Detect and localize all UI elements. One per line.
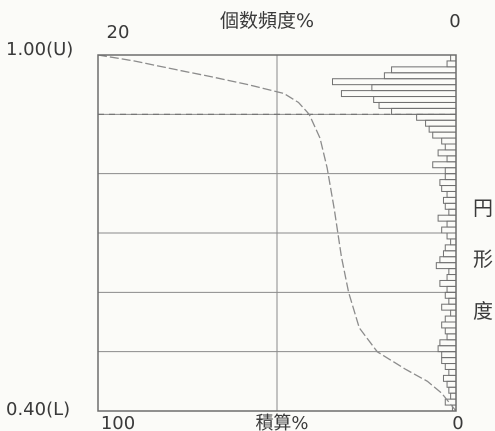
histogram-bar (446, 274, 457, 281)
histogram-bar (439, 279, 457, 287)
histogram-bar (448, 386, 457, 394)
bottom-axis-title: 積算% (255, 413, 308, 431)
bottom-axis-right-tick: 0 (452, 413, 463, 431)
histogram-bar (437, 345, 457, 353)
histogram-bar (448, 368, 457, 376)
top-axis-right-tick: 0 (449, 11, 460, 32)
histogram-bar (444, 202, 457, 210)
histogram-bar (444, 315, 457, 323)
histogram-bar (373, 96, 457, 103)
histogram-bar (442, 250, 457, 258)
y-axis-label-char-2: 形 (473, 247, 493, 271)
histogram-bar (450, 238, 457, 246)
histogram-bar (441, 185, 457, 192)
histogram-bar (444, 327, 457, 335)
histogram-bar (448, 208, 457, 216)
histogram-bar (428, 125, 457, 133)
histogram-bar (441, 351, 457, 359)
histogram-bar (441, 321, 457, 329)
histogram-bar (425, 119, 457, 127)
histogram-bar (441, 137, 457, 145)
histogram-bar (435, 262, 457, 270)
histogram-bar (383, 72, 457, 80)
histogram-bar (450, 309, 457, 317)
histogram-bar (331, 78, 457, 86)
histogram-bar (391, 107, 457, 115)
top-axis-left-tick: 20 (107, 22, 130, 43)
histogram-bar (416, 113, 457, 121)
histogram-bar (441, 303, 457, 311)
y-axis-label-char-1: 円 (473, 196, 493, 220)
histogram-bar (442, 196, 457, 204)
histogram-bar (446, 285, 457, 293)
histogram-bar (437, 149, 457, 157)
histogram-bar (446, 190, 457, 198)
histogram-bar (450, 54, 457, 62)
top-axis-title: 個数頻度% (220, 10, 314, 32)
histogram-bar (432, 161, 457, 169)
y-axis-bottom-label: 0.40(L) (6, 399, 70, 420)
histogram-bar (439, 179, 457, 187)
y-axis-top-label: 1.00(U) (6, 39, 73, 60)
histogram-bar (391, 66, 457, 74)
histogram-bar (450, 392, 457, 400)
histogram-bar (444, 143, 457, 151)
histogram-bar (444, 363, 457, 370)
plot-frame (97, 54, 457, 412)
histogram-bar (448, 268, 457, 276)
histogram-bar (446, 60, 457, 68)
histogram-bar (439, 256, 457, 264)
histogram-bar (444, 173, 457, 181)
histogram-bar (437, 214, 457, 222)
histogram-bar (448, 297, 457, 305)
cumulative-curve (97, 54, 457, 412)
histogram-bar (371, 84, 457, 92)
histogram-bar (441, 226, 457, 234)
y-axis-label-char-3: 度 (473, 299, 493, 323)
histogram-bar (378, 101, 457, 109)
histogram-bar (446, 232, 457, 240)
histogram-bar (444, 291, 457, 299)
histogram-bar (444, 167, 457, 175)
histogram-bar (442, 374, 457, 382)
histogram-bar (446, 380, 457, 388)
histogram-bar (432, 131, 457, 139)
histogram-bar (441, 357, 457, 365)
histogram-bar (444, 244, 457, 252)
histogram-bar (439, 339, 457, 347)
histogram-bar (446, 220, 457, 228)
histogram-bar (446, 155, 457, 163)
histogram-bar (446, 333, 457, 341)
bottom-axis-left-tick: 100 (101, 413, 135, 431)
histogram-bar (340, 90, 457, 98)
